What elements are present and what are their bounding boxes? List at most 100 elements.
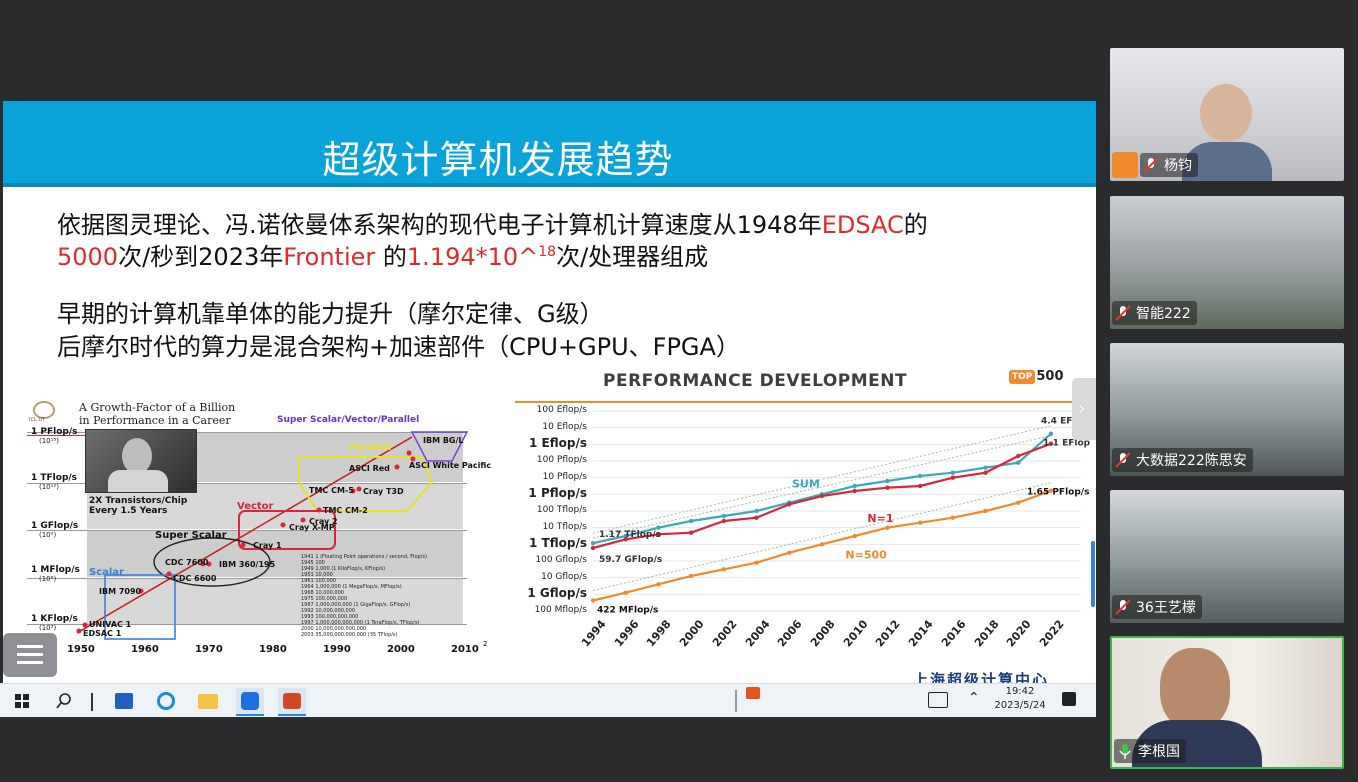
participant-face <box>1160 648 1230 730</box>
name-bar: 李根国 <box>1114 739 1186 763</box>
y-axis-labels: 100 Eflop/s 10 Eflop/s 1 Eflop/s 100 Pflop/… <box>515 403 587 651</box>
icl-logo-icon <box>33 401 55 419</box>
y-label-kflops: 1 KFlop/s <box>31 614 78 624</box>
slide-title: 超级计算机发展趋势 <box>322 138 674 182</box>
table-row: 1997 1,000,000,000,000 (1 TeraFlop/s, TF… <box>301 620 420 626</box>
chart-annotation: SUM <box>792 478 820 491</box>
powerpoint-icon[interactable] <box>278 688 306 716</box>
file-explorer-icon[interactable] <box>194 688 222 714</box>
machine-points <box>76 450 416 634</box>
participant-tile[interactable]: 杨钧 <box>1110 48 1344 181</box>
participant-tile-active-speaker[interactable]: 李根国 <box>1110 636 1344 769</box>
chart-annotation: 1.17 TFlop/s <box>599 530 661 540</box>
sscc-footer-logo: 上海超级计算中心 <box>913 671 1050 683</box>
data-point <box>1016 460 1021 465</box>
edge-icon[interactable] <box>152 688 180 714</box>
top-dark-area <box>0 0 1096 101</box>
top500-logo-top: TOP <box>1009 369 1036 384</box>
y-tick-label: 1 Gflop/s <box>527 586 587 601</box>
machine-cray-xmp: Cray X-MP <box>289 523 335 532</box>
participant-name: 智能222 <box>1136 306 1191 322</box>
list-menu-icon <box>17 645 43 664</box>
ssvp-outline <box>410 431 469 462</box>
point-edsac <box>76 628 82 634</box>
chevron-up-icon[interactable]: ⌃ <box>968 690 980 706</box>
participant-tile[interactable]: 36王艺檬 <box>1110 490 1344 623</box>
store-icon[interactable] <box>110 688 138 714</box>
search-icon[interactable] <box>50 688 78 714</box>
clock-time[interactable]: 19:42 <box>1005 686 1035 697</box>
y-sublabel: (10¹²) <box>39 483 59 491</box>
data-point <box>623 590 628 595</box>
data-point <box>983 470 988 475</box>
heading-line-2: in Performance in a Career <box>79 414 231 427</box>
data-point <box>787 502 792 507</box>
point-cdc6600 <box>166 571 172 577</box>
x-label: 1960 <box>131 644 159 655</box>
table-row: 1964 1,000,000 (1 MegaFlop/s, MFlop/s) <box>301 584 402 590</box>
y-tick-label: 10 Eflop/s <box>542 421 587 432</box>
notification-icon[interactable] <box>1062 692 1076 706</box>
text-span: 次/秒到2023年 <box>118 243 284 271</box>
name-bar: 杨钧 <box>1140 153 1198 177</box>
machine-edsac1: EDSAC 1 <box>83 629 122 638</box>
trend-line <box>76 436 413 634</box>
data-point <box>917 483 923 489</box>
paragraph-1-line-1: 依据图灵理论、冯.诺依曼体系架构的现代电子计算机计算速度从1948年EDSAC的 <box>57 205 928 240</box>
table-row: 1992 10,000,000,000 <box>301 608 356 614</box>
windows-start-icon[interactable] <box>8 688 36 714</box>
y-tick-label: 10 Tflop/s <box>542 521 587 532</box>
photo-caption-2: Every 1.5 Years <box>89 506 168 516</box>
data-point <box>656 532 661 537</box>
top500-logo: TOP 500 <box>1009 369 1064 384</box>
participant-tile[interactable]: 大数据222陈思安 <box>1110 343 1344 476</box>
paragraph-2-line-2: 后摩尔时代的算力是混合架构+加速部件（CPU+GPU、FPGA） <box>57 333 740 361</box>
data-point <box>983 508 988 514</box>
mic-muted-icon <box>1114 451 1132 469</box>
point-cm5 <box>350 488 356 494</box>
collapse-panel-button[interactable]: › <box>1072 378 1104 440</box>
taskview-icon[interactable] <box>91 693 93 711</box>
data-point <box>623 537 628 542</box>
participant-tile[interactable]: 智能222 <box>1110 196 1344 329</box>
tencent-meeting-icon[interactable] <box>236 688 264 716</box>
machine-cdc6600: CDC 6600 <box>173 574 217 583</box>
point-ibm360 <box>206 561 212 567</box>
y-label-pflops: 1 PFlop/s <box>31 427 78 437</box>
bottom-dark-area <box>0 717 1096 782</box>
chart-title: PERFORMANCE DEVELOPMENT <box>603 371 908 391</box>
series-line-sum <box>592 432 1052 545</box>
figure-heading: A Growth-Factor of a Billion in Performa… <box>79 401 235 427</box>
icl-logo-text: ICL UT <box>29 417 46 423</box>
data-point <box>688 530 694 535</box>
name-bar: 36王艺檬 <box>1112 595 1202 619</box>
mic-active-icon <box>1116 742 1134 760</box>
y-label-tflops: 1 TFlop/s <box>31 473 78 483</box>
y-tick-label: 100 Mflop/s <box>534 605 587 615</box>
sogou-input-icon[interactable] <box>746 687 760 699</box>
x-label: 2000 <box>387 644 415 655</box>
performance-development-figure: PERFORMANCE DEVELOPMENT TOP 500 100 Eflo… <box>515 363 1095 683</box>
data-point <box>852 533 857 539</box>
data-point <box>754 508 759 514</box>
point-univac <box>82 622 88 628</box>
clock-date[interactable]: 2023/5/24 <box>994 700 1046 711</box>
data-point <box>590 545 596 551</box>
machine-cdc7600: CDC 7600 <box>165 558 209 567</box>
x-label: 2010 <box>451 644 479 655</box>
data-point <box>754 560 759 565</box>
data-point <box>983 465 988 470</box>
machine-cray-t3d: Cray T3D <box>363 487 404 496</box>
name-bar: 大数据222陈思安 <box>1112 448 1253 472</box>
y-tick-label: 100 Tflop/s <box>536 505 587 515</box>
input-mode-icon[interactable] <box>928 692 948 708</box>
data-point <box>917 520 923 525</box>
point-cray2 <box>300 517 306 523</box>
highlight-5000: 5000 <box>57 243 119 271</box>
data-point <box>688 518 694 524</box>
x-label: 1980 <box>259 644 287 655</box>
point-t3d <box>356 486 362 492</box>
y-tick-label: 100 Pflop/s <box>536 455 587 465</box>
slide-menu-button[interactable] <box>3 633 57 677</box>
era-vector: Vector <box>237 501 274 512</box>
